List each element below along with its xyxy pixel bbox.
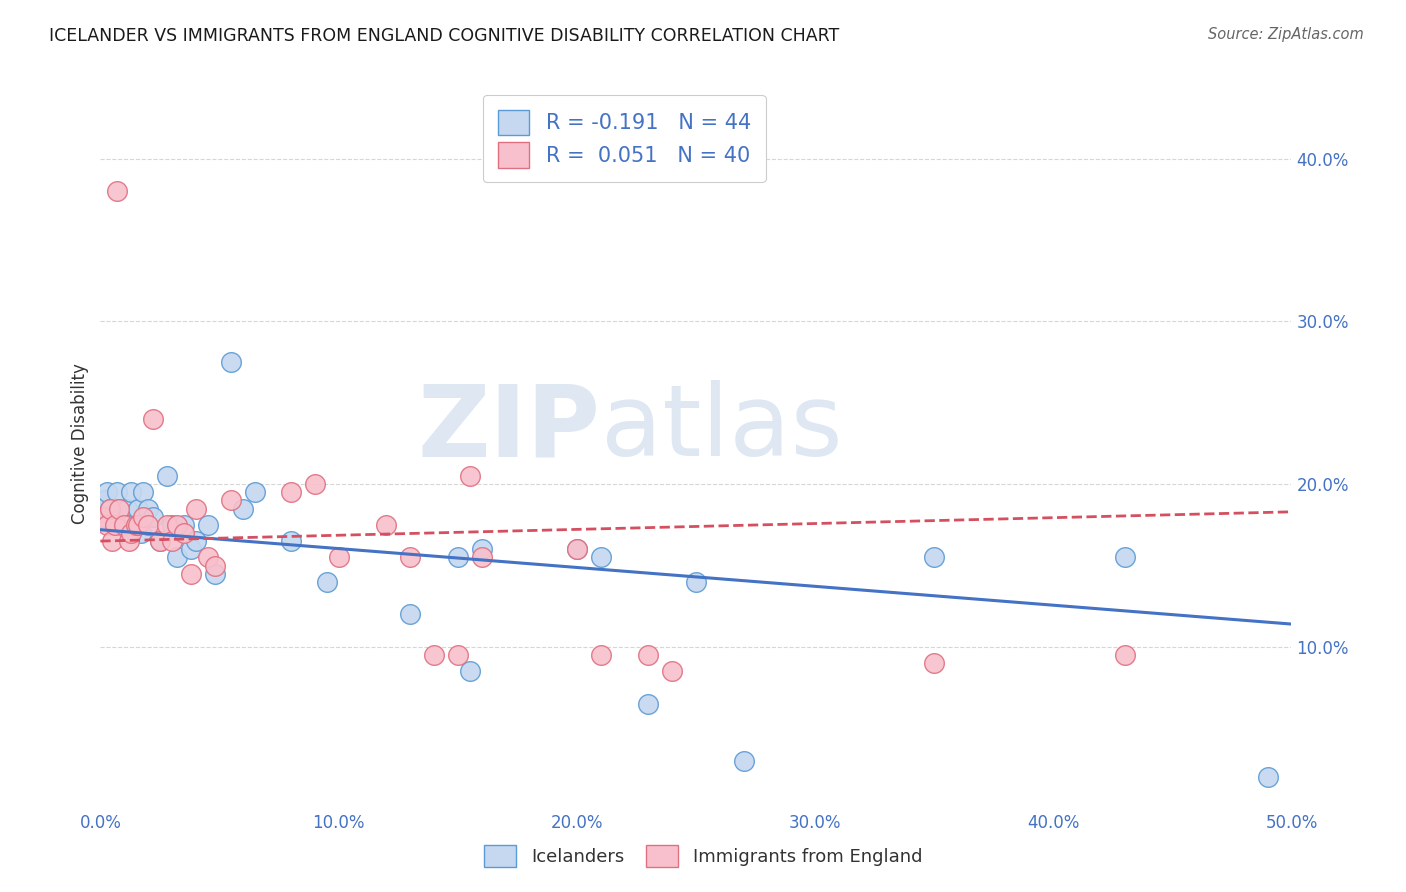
Point — [108, 501, 131, 516]
Point — [447, 648, 470, 662]
Point — [589, 648, 612, 662]
Point — [166, 517, 188, 532]
Point — [197, 517, 219, 532]
Point — [142, 509, 165, 524]
Point — [96, 485, 118, 500]
Point — [112, 517, 135, 532]
Point — [136, 517, 159, 532]
Point — [129, 525, 152, 540]
Point — [280, 534, 302, 549]
Point — [125, 517, 148, 532]
Point — [685, 574, 707, 589]
Point — [589, 550, 612, 565]
Point — [98, 501, 121, 516]
Legend: Icelanders, Immigrants from England: Icelanders, Immigrants from England — [477, 838, 929, 874]
Point — [156, 469, 179, 483]
Point — [132, 509, 155, 524]
Point — [458, 665, 481, 679]
Point — [104, 517, 127, 532]
Point — [160, 517, 183, 532]
Point — [96, 517, 118, 532]
Point — [115, 501, 138, 516]
Point — [127, 501, 149, 516]
Point — [149, 534, 172, 549]
Point — [399, 550, 422, 565]
Point — [98, 501, 121, 516]
Point — [458, 469, 481, 483]
Point — [136, 501, 159, 516]
Point — [125, 517, 148, 532]
Point — [94, 493, 117, 508]
Point — [399, 607, 422, 622]
Point — [232, 501, 254, 516]
Point — [221, 493, 243, 508]
Point — [166, 550, 188, 565]
Point — [132, 485, 155, 500]
Point — [91, 501, 114, 516]
Point — [447, 550, 470, 565]
Point — [565, 542, 588, 557]
Point — [423, 648, 446, 662]
Point — [304, 477, 326, 491]
Point — [637, 697, 659, 711]
Point — [160, 534, 183, 549]
Point — [112, 517, 135, 532]
Point — [104, 517, 127, 532]
Point — [204, 566, 226, 581]
Point — [101, 534, 124, 549]
Text: ZIP: ZIP — [418, 380, 600, 477]
Point — [108, 501, 131, 516]
Y-axis label: Cognitive Disability: Cognitive Disability — [72, 363, 89, 524]
Point — [101, 509, 124, 524]
Point — [565, 542, 588, 557]
Point — [221, 355, 243, 369]
Point — [1114, 648, 1136, 662]
Point — [315, 574, 337, 589]
Point — [173, 525, 195, 540]
Point — [245, 485, 267, 500]
Point — [149, 534, 172, 549]
Point — [328, 550, 350, 565]
Text: ICELANDER VS IMMIGRANTS FROM ENGLAND COGNITIVE DISABILITY CORRELATION CHART: ICELANDER VS IMMIGRANTS FROM ENGLAND COG… — [49, 27, 839, 45]
Point — [637, 648, 659, 662]
Point — [118, 517, 141, 532]
Legend: R = -0.191   N = 44, R =  0.051   N = 40: R = -0.191 N = 44, R = 0.051 N = 40 — [484, 95, 766, 183]
Text: Source: ZipAtlas.com: Source: ZipAtlas.com — [1208, 27, 1364, 42]
Point — [375, 517, 398, 532]
Point — [142, 412, 165, 426]
Point — [173, 517, 195, 532]
Point — [127, 517, 149, 532]
Point — [180, 542, 202, 557]
Point — [733, 754, 755, 768]
Point — [1257, 770, 1279, 784]
Point — [922, 550, 945, 565]
Point — [105, 184, 128, 198]
Point — [118, 534, 141, 549]
Point — [661, 665, 683, 679]
Point — [91, 509, 114, 524]
Point — [156, 517, 179, 532]
Point — [470, 550, 492, 565]
Point — [105, 485, 128, 500]
Text: atlas: atlas — [600, 380, 842, 477]
Point — [180, 566, 202, 581]
Point — [184, 534, 207, 549]
Point — [184, 501, 207, 516]
Point — [197, 550, 219, 565]
Point — [204, 558, 226, 573]
Point — [120, 525, 142, 540]
Point — [922, 656, 945, 670]
Point — [120, 485, 142, 500]
Point — [1114, 550, 1136, 565]
Point — [280, 485, 302, 500]
Point — [470, 542, 492, 557]
